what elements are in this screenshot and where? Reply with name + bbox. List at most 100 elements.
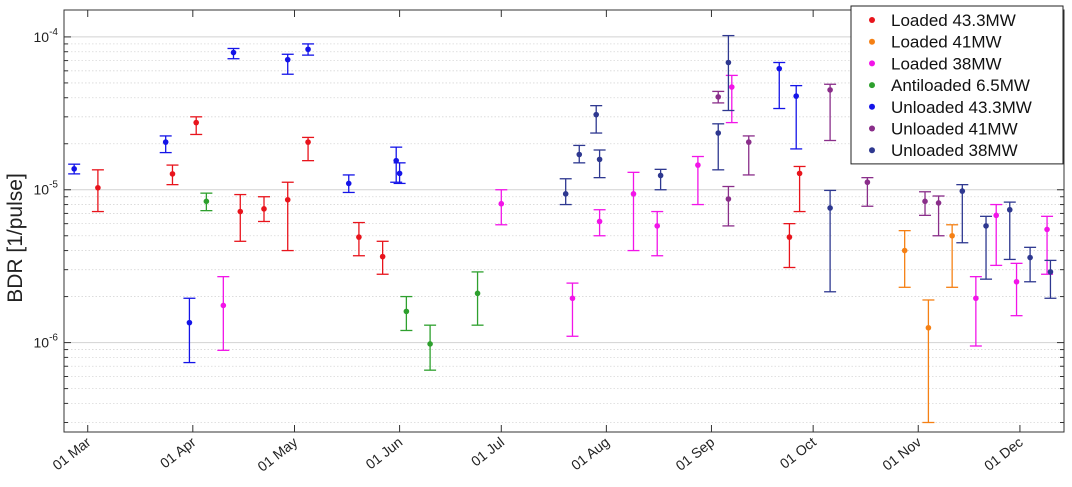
- data-point: [728, 84, 735, 90]
- data-point: [596, 218, 603, 225]
- legend-marker: [869, 60, 875, 67]
- data-point: [474, 290, 481, 297]
- data-point: [657, 172, 664, 179]
- data-point: [796, 170, 803, 177]
- data-point: [654, 223, 661, 229]
- data-point: [1044, 226, 1050, 233]
- data-point: [1013, 278, 1020, 285]
- legend-box: [850, 5, 1064, 165]
- data-point: [593, 111, 600, 118]
- data-point: [725, 196, 732, 202]
- legend-label: Antiloaded 6.5MW: [891, 76, 1030, 95]
- legend-label: Unloaded 38MW: [891, 141, 1018, 160]
- data-point: [901, 247, 908, 254]
- data-point: [827, 87, 833, 93]
- data-point: [973, 295, 979, 302]
- data-point: [1047, 269, 1054, 275]
- data-point: [596, 156, 603, 163]
- legend-label: Loaded 43.3MW: [891, 11, 1016, 30]
- legend-marker: [869, 103, 875, 110]
- data-point: [203, 198, 210, 205]
- data-point: [935, 200, 942, 206]
- data-point: [284, 196, 291, 203]
- data-point: [993, 212, 1000, 219]
- series-5: [68, 43, 803, 364]
- data-point: [827, 205, 833, 211]
- series-2: [898, 224, 959, 424]
- data-point: [95, 184, 101, 191]
- legend-label: Unloaded 41MW: [891, 120, 1018, 139]
- legend-label: Loaded 41MW: [891, 33, 1002, 52]
- data-point: [793, 93, 800, 99]
- data-point: [715, 130, 722, 136]
- data-point: [864, 179, 871, 186]
- data-point: [569, 295, 576, 302]
- legend-label: Loaded 38MW: [891, 54, 1002, 73]
- data-point: [345, 180, 352, 187]
- data-point: [186, 319, 193, 326]
- x-tick-label: 01 May: [254, 434, 300, 475]
- data-point: [220, 302, 227, 309]
- plot-area: 10-6 10-5 10-4 01 Mar 01 Apr 01 May 01 Jun 01 J…: [34, 5, 1065, 475]
- series-4: [200, 192, 484, 371]
- data-point: [427, 341, 433, 347]
- y-axis-label: BDR [1/pulse]: [4, 173, 27, 303]
- legend: Loaded 43.3MW Loaded 41MW Loaded 38MW Antil…: [850, 5, 1064, 165]
- legend-marker: [869, 38, 875, 45]
- data-point: [379, 253, 386, 260]
- data-point: [237, 208, 244, 215]
- x-tick-label: 01 Mar: [49, 434, 93, 474]
- data-point: [949, 232, 955, 239]
- legend-marker: [869, 82, 875, 89]
- x-tick-label: 01 Oct: [777, 434, 819, 472]
- data-point: [230, 49, 237, 56]
- data-point: [1006, 206, 1013, 213]
- data-point: [284, 56, 291, 63]
- data-point: [925, 324, 932, 331]
- legend-label: Unloaded 43.3MW: [891, 98, 1032, 117]
- x-tick-label: 01 Dec: [981, 434, 1026, 474]
- data-point: [193, 119, 200, 126]
- series-6: [712, 83, 945, 237]
- x-tick-label: 01 Nov: [879, 434, 924, 474]
- data-point: [576, 151, 583, 158]
- data-point: [305, 46, 311, 53]
- data-point: [71, 166, 77, 172]
- legend-marker: [869, 17, 875, 23]
- legend-marker: [869, 125, 875, 132]
- data-point: [356, 234, 362, 240]
- data-point: [922, 198, 928, 205]
- data-point: [498, 200, 505, 207]
- x-tick-label: 01 Jul: [468, 434, 507, 470]
- data-point: [393, 157, 400, 164]
- y-tick-label: 10-5: [34, 180, 59, 198]
- data-point: [776, 65, 783, 72]
- x-tick-label: 01 Apr: [157, 434, 199, 472]
- data-point: [403, 308, 410, 315]
- data-point: [162, 139, 169, 145]
- data-point: [630, 191, 637, 197]
- x-tick-label: 01 Aug: [568, 434, 612, 473]
- data-point: [786, 234, 793, 240]
- axes-frame: [63, 9, 1065, 433]
- y-tick-label: 10-4: [34, 27, 59, 45]
- legend-marker: [869, 147, 875, 154]
- x-tick-label: 01 Jun: [362, 434, 405, 472]
- data-point: [562, 191, 569, 197]
- series-1: [91, 116, 806, 275]
- data-point: [959, 188, 966, 194]
- data-point: [745, 139, 752, 145]
- data-point: [1027, 254, 1033, 261]
- data-point: [695, 162, 701, 168]
- x-tick-label: 01 Sep: [672, 434, 717, 474]
- series-3: [217, 74, 1054, 351]
- data-point: [725, 59, 732, 66]
- data-point: [261, 206, 267, 212]
- series-7: [559, 34, 1057, 299]
- y-tick-label: 10-6: [34, 333, 59, 351]
- data-point: [169, 171, 176, 177]
- data-point: [715, 94, 722, 100]
- data-point: [983, 223, 989, 229]
- data-point: [305, 139, 311, 145]
